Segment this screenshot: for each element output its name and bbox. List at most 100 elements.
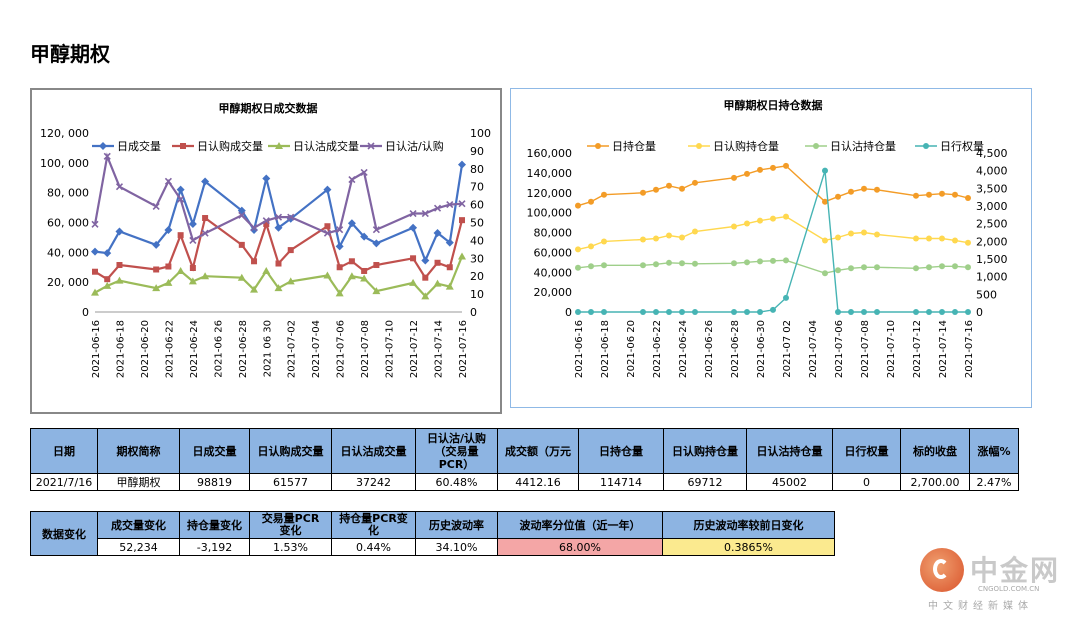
data-point xyxy=(835,193,841,200)
x-tick-label: 2021-07-08 xyxy=(860,320,871,378)
data-point xyxy=(177,195,185,203)
row-label: 数据变化 xyxy=(30,511,98,556)
data-point xyxy=(835,267,841,274)
data-point xyxy=(323,185,332,194)
header-cell: 日认沽/认购 （交易量 PCR） xyxy=(415,428,498,474)
x-tick-label: 2021-06-30 xyxy=(756,320,767,378)
x-tick-label: 2021-07 02 xyxy=(782,320,793,378)
marker-stroke xyxy=(433,204,442,212)
y-right-tick-label: 70 xyxy=(470,181,484,194)
y-right-tick-label: 50 xyxy=(470,217,484,230)
data-point xyxy=(103,281,112,289)
data-point xyxy=(103,152,111,160)
y-left-tick-label: 20,000 xyxy=(534,286,573,299)
header-cell: 持仓量变化 xyxy=(179,511,250,539)
data-point xyxy=(238,241,245,248)
x-tick-label: 2021-06-28 xyxy=(730,320,741,378)
header-cell: 持仓量PCR变 化 xyxy=(331,511,416,539)
table-cell: 34.10% xyxy=(415,538,498,556)
logo-mark-icon xyxy=(920,548,964,592)
x-tick-label: 2021-07-16 xyxy=(458,320,469,378)
data-point xyxy=(666,182,672,189)
table-cell: 1.53% xyxy=(249,538,332,556)
marker-stroke xyxy=(238,211,246,219)
y-right-tick-label: 0 xyxy=(470,306,477,319)
x-tick-label: 2021-06-16 xyxy=(574,320,585,378)
data-point xyxy=(588,243,594,250)
data-point xyxy=(822,270,828,277)
data-point xyxy=(848,265,854,272)
data-point xyxy=(692,309,698,315)
x-tick-label: 2021-07-12 xyxy=(912,320,923,378)
data-point xyxy=(274,284,283,292)
marker-stroke xyxy=(458,200,466,208)
data-point xyxy=(360,232,369,241)
data-point xyxy=(861,185,867,192)
legend-marker xyxy=(367,142,375,150)
data-point xyxy=(744,309,750,315)
data-point xyxy=(103,249,112,258)
data-point xyxy=(373,262,380,269)
x-tick-label: 2021-07-06 xyxy=(336,320,347,378)
series-2 xyxy=(92,215,465,283)
data-point xyxy=(952,237,958,244)
header-cell: 涨幅% xyxy=(969,428,1019,474)
legend-label: 日认购持仓量 xyxy=(713,139,779,153)
data-point xyxy=(262,266,271,274)
volume-chart: 甲醇期权日成交数据 0 20, 000 40, 000 60, 000 80, 000 10… xyxy=(30,88,502,414)
x-tick-label: 2021-06-16 xyxy=(91,320,102,378)
data-point xyxy=(360,168,368,176)
y-right-tick-label: 4,500 xyxy=(976,147,1008,160)
legend-marker xyxy=(275,142,283,149)
data-point xyxy=(952,263,958,270)
data-point xyxy=(164,177,172,185)
data-point xyxy=(575,202,581,209)
data-point xyxy=(188,277,197,285)
marker-stroke xyxy=(91,220,99,228)
data-point xyxy=(91,288,99,296)
data-point xyxy=(874,264,880,271)
data-point xyxy=(372,226,380,234)
marker-stroke xyxy=(250,224,258,232)
data-point xyxy=(835,309,841,315)
data-point xyxy=(848,309,854,315)
y-right-tick-label: 90 xyxy=(470,145,484,158)
data-point xyxy=(347,219,356,228)
data-point xyxy=(926,235,932,242)
data-point xyxy=(360,274,369,282)
data-point xyxy=(201,229,209,237)
table-cell: 69712 xyxy=(663,473,747,491)
data-point xyxy=(640,189,646,196)
data-point xyxy=(913,309,919,315)
data-point xyxy=(286,277,295,285)
page-title: 甲醇期权 xyxy=(30,42,110,66)
data-point xyxy=(822,198,828,205)
x-tick-label: 2021-07-14 xyxy=(938,320,949,378)
data-point xyxy=(679,260,685,267)
marker-stroke xyxy=(421,209,429,218)
data-point xyxy=(770,306,776,313)
y-left-tick-label: 120,000 xyxy=(527,187,573,200)
header-cell: 标的收盘 xyxy=(900,428,970,474)
data-point xyxy=(189,264,196,271)
series-4 xyxy=(575,167,971,315)
data-point xyxy=(588,263,594,270)
data-point xyxy=(653,261,659,268)
legend-item: 日成交量 xyxy=(92,139,161,153)
y-right-tick-label: 3,000 xyxy=(976,200,1008,213)
y-right-tick-label: 80 xyxy=(470,163,484,176)
marker-stroke xyxy=(103,152,111,160)
series-line xyxy=(578,170,968,313)
data-point xyxy=(575,264,581,271)
header-cell: 日认购成交量 xyxy=(249,428,332,474)
series-1 xyxy=(91,160,466,265)
data-point xyxy=(433,228,442,237)
data-point xyxy=(152,202,160,210)
x-tick-label: 2021-07-04 xyxy=(808,320,819,378)
data-point xyxy=(459,217,465,224)
data-point xyxy=(335,289,344,297)
legend-label: 日认购成交量 xyxy=(197,139,263,153)
data-point xyxy=(653,235,659,242)
legend-item: 日认购持仓量 xyxy=(688,139,779,153)
data-point xyxy=(410,255,417,262)
